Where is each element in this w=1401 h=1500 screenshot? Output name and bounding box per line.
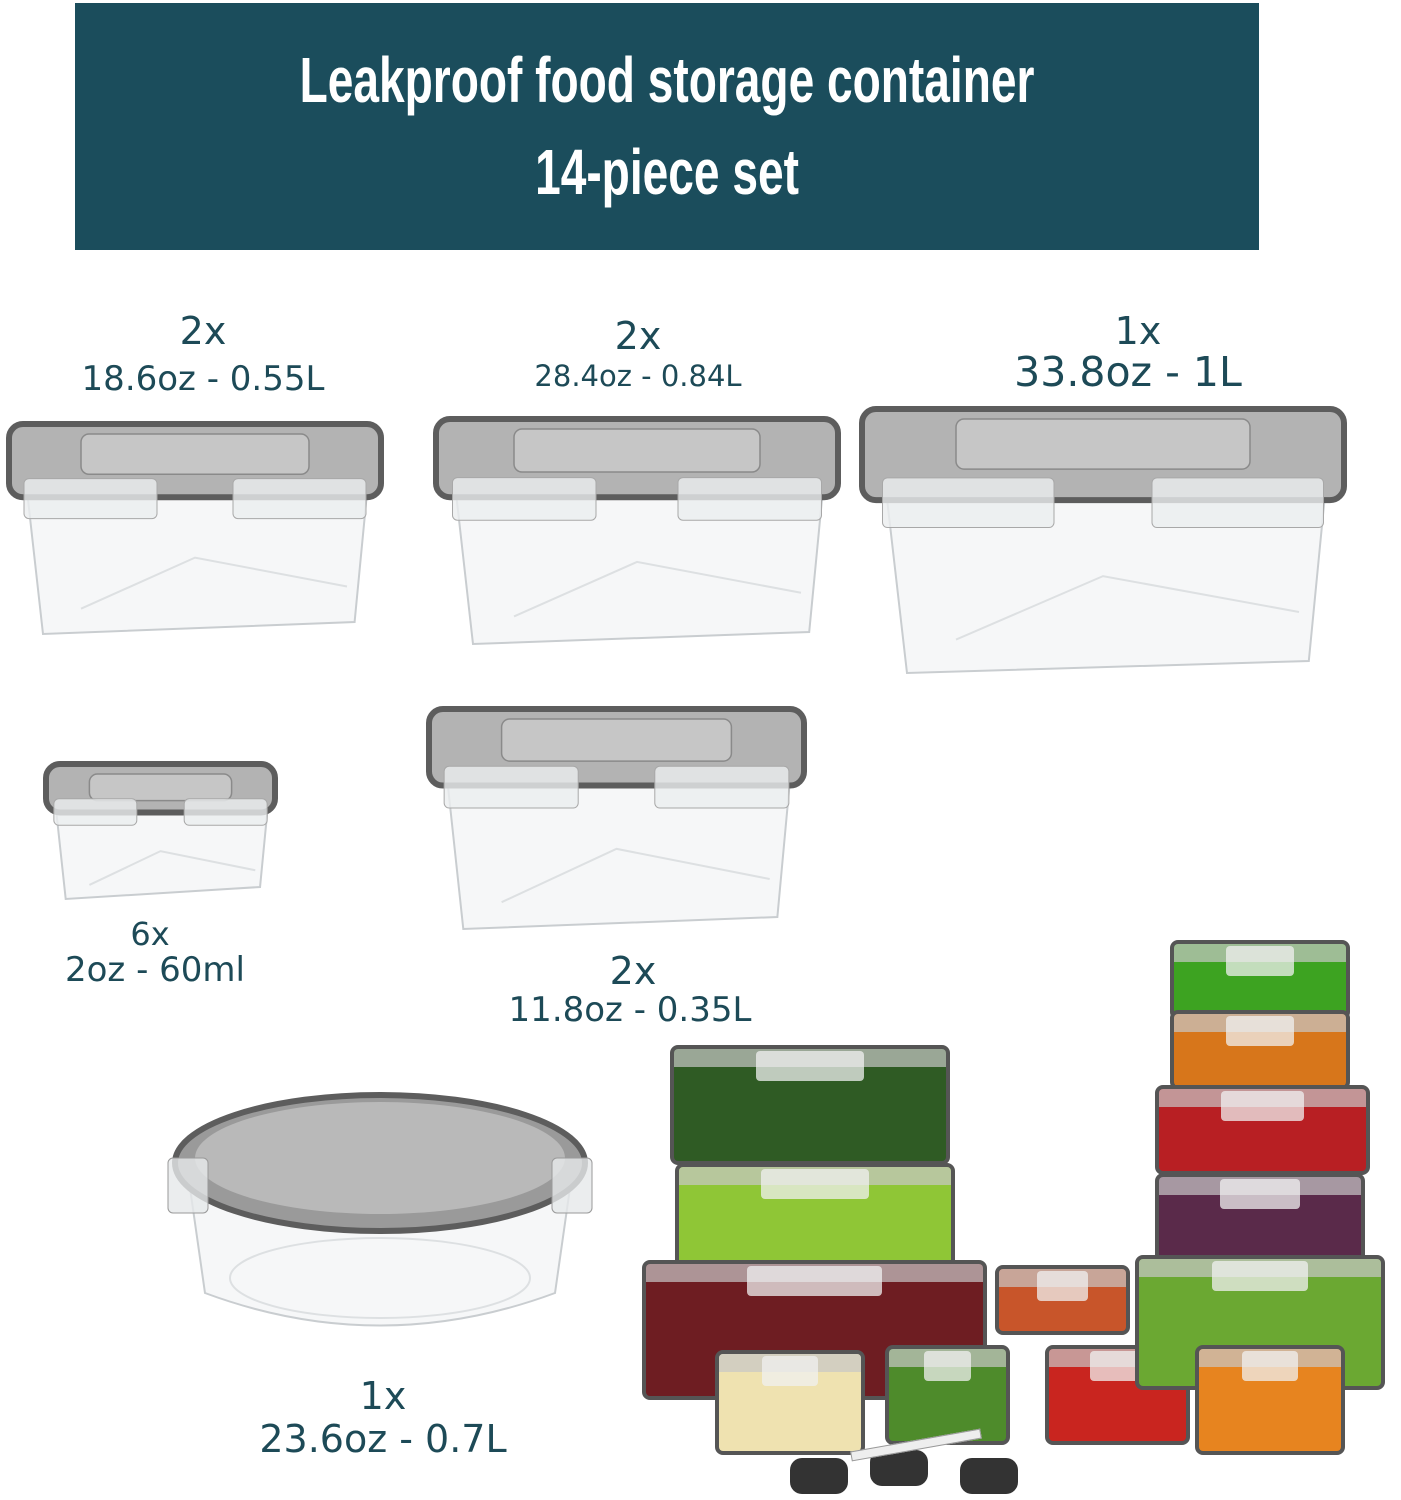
container-6-quantity: 1x (359, 1374, 407, 1418)
title-line-1: Leakproof food storage container (299, 44, 1035, 116)
container-5-size: 11.8oz - 0.35L (508, 990, 752, 1030)
container-4-size: 2oz - 60ml (65, 950, 245, 990)
title-banner: Leakproof food storage container 14-piec… (75, 3, 1259, 250)
container-1-image (6, 421, 384, 636)
container-3-size: 33.8oz - 1L (1014, 348, 1242, 396)
container-3-image (859, 406, 1347, 675)
container-5-quantity: 2x (609, 949, 657, 993)
container-2-quantity: 2x (614, 314, 662, 358)
container-4-image (43, 761, 278, 901)
container-6-size: 23.6oz - 0.7L (259, 1417, 507, 1461)
container-3-quantity: 1x (1114, 309, 1162, 353)
container-4-quantity: 6x (130, 915, 170, 953)
container-2-image (433, 416, 841, 646)
container-5-image (426, 706, 807, 931)
container-1-size: 18.6oz - 0.55L (81, 359, 325, 399)
title-line-2: 14-piece set (535, 136, 799, 208)
container-2-size: 28.4oz - 0.84L (534, 359, 742, 393)
container-6-image (167, 1092, 593, 1327)
filled-containers-photo (640, 935, 1400, 1500)
chalkboard-labels (790, 1428, 1020, 1494)
container-1-quantity: 2x (179, 309, 227, 353)
